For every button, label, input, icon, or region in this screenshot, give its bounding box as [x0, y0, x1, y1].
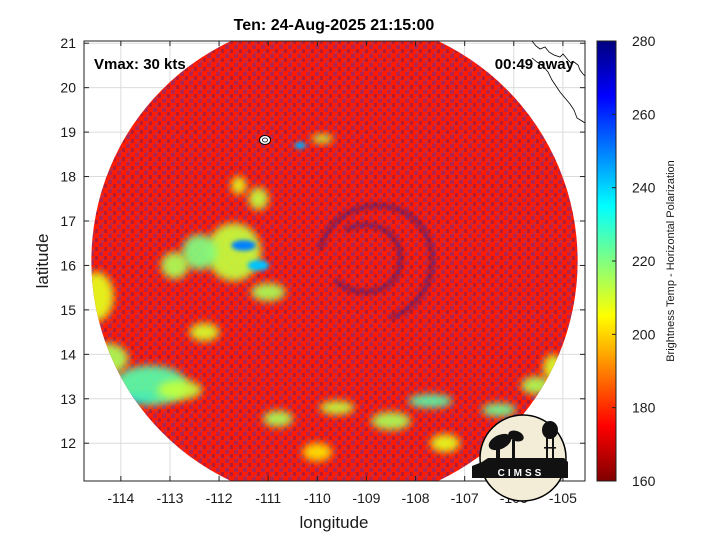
- convection-feature: [157, 380, 202, 400]
- coastline: [531, 41, 585, 124]
- colorbar-tick-label: 180: [632, 400, 656, 416]
- x-tick-label: -114: [107, 490, 134, 506]
- colorbar-label: Brightness Temp - Horizontal Polarizatio…: [665, 160, 677, 362]
- x-tick-label: -113: [156, 490, 183, 506]
- y-tick-label: 19: [60, 124, 76, 140]
- x-tick-label: -111: [255, 490, 281, 506]
- cimss-logo: CIMSS: [472, 414, 568, 502]
- x-tick-label: -112: [206, 490, 233, 506]
- logo-text: CIMSS: [498, 468, 545, 479]
- y-tick-label: 20: [60, 80, 76, 96]
- y-tick-label: 21: [60, 35, 76, 51]
- y-tick-label: 15: [60, 302, 76, 318]
- convection-feature: [248, 187, 269, 210]
- convection-feature: [91, 272, 114, 321]
- brightness-temp-features: [91, 134, 563, 461]
- convection-feature: [189, 323, 220, 341]
- convection-feature: [294, 141, 307, 149]
- convection-feature: [247, 260, 270, 271]
- y-tick-label: 12: [60, 435, 76, 451]
- axes-frame: [83, 40, 586, 482]
- y-axis-label: latitude: [33, 234, 52, 289]
- convection-feature: [311, 134, 334, 144]
- convection-feature: [182, 234, 217, 270]
- convection-feature: [408, 394, 453, 408]
- y-tick-label: 16: [60, 257, 76, 273]
- water-tower-icon: [542, 421, 558, 460]
- colorbar-tick-label: 280: [632, 33, 656, 49]
- x-tick-label: -107: [451, 490, 479, 506]
- x-tick-label: -110: [304, 490, 331, 506]
- y-tick-label: 17: [60, 213, 76, 229]
- colorbar-tick-label: 240: [632, 180, 656, 196]
- colorbar-tick-label: 160: [632, 473, 656, 489]
- convection-feature: [430, 434, 460, 453]
- convection-feature: [231, 240, 256, 251]
- convection-feature: [481, 403, 517, 417]
- colorbar-tick-label: 200: [632, 326, 656, 342]
- y-axis-ticks: 12 13 14 15 16 17 18 19 20 21: [60, 35, 585, 451]
- convection-feature: [319, 401, 355, 415]
- convection-feature: [302, 443, 333, 461]
- y-tick-label: 14: [60, 346, 76, 362]
- vmax-annotation: Vmax: 30 kts: [94, 56, 186, 73]
- x-tick-label: -105: [549, 490, 577, 506]
- convection-feature: [231, 176, 247, 195]
- colorbar-tick-label: 260: [632, 106, 656, 122]
- time-away-annotation: 00:49 away: [495, 56, 575, 73]
- chart-title: Ten: 24-Aug-2025 21:15:00: [234, 17, 435, 34]
- inner-core: [317, 203, 435, 321]
- colorbar: 160 180 200 220 240 260 280 Brightness Temp - …: [596, 33, 677, 489]
- convection-feature: [250, 283, 286, 301]
- convection-feature: [263, 410, 293, 427]
- x-tick-label: -108: [402, 490, 430, 506]
- convection-feature: [161, 252, 189, 279]
- colorbar-ticks: 160 180 200 220 240 260 280: [612, 33, 656, 489]
- satellite-dish-icon: [488, 430, 524, 460]
- y-tick-label: 13: [60, 391, 76, 407]
- colorbar-tick-label: 220: [632, 253, 656, 269]
- convection-feature: [371, 412, 411, 430]
- storm-center-marker: [259, 135, 271, 145]
- convection-feature: [206, 223, 261, 281]
- x-tick-label: -109: [352, 490, 380, 506]
- y-tick-label: 18: [60, 169, 76, 185]
- x-axis-label: longitude: [299, 513, 368, 532]
